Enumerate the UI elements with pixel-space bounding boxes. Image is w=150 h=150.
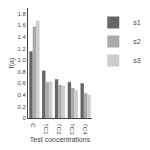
- svg-text:C: C: [30, 123, 36, 128]
- svg-text:1.4: 1.4: [17, 34, 26, 40]
- svg-text:0: 0: [22, 115, 26, 121]
- svg-text:0.6: 0.6: [17, 80, 26, 86]
- svg-text:0.8: 0.8: [17, 69, 26, 75]
- svg-text:s1: s1: [133, 19, 141, 26]
- svg-text:0.2: 0.2: [17, 104, 26, 110]
- svg-text:s2: s2: [133, 38, 141, 45]
- svg-text:0.4: 0.4: [17, 92, 26, 98]
- svg-text:1.6: 1.6: [17, 22, 26, 28]
- svg-text:TC1: TC1: [43, 123, 49, 135]
- svg-text:s3: s3: [133, 57, 141, 64]
- svg-text:1.0: 1.0: [17, 57, 26, 63]
- svg-text:f(a): f(a): [8, 58, 16, 69]
- svg-text:TC3: TC3: [69, 123, 75, 135]
- svg-text:TC2: TC2: [56, 123, 62, 135]
- svg-text:Test concentrations: Test concentrations: [30, 136, 91, 143]
- svg-text:1.2: 1.2: [17, 46, 26, 52]
- svg-text:1.8: 1.8: [17, 11, 26, 17]
- svg-text:TC4: TC4: [82, 123, 88, 135]
